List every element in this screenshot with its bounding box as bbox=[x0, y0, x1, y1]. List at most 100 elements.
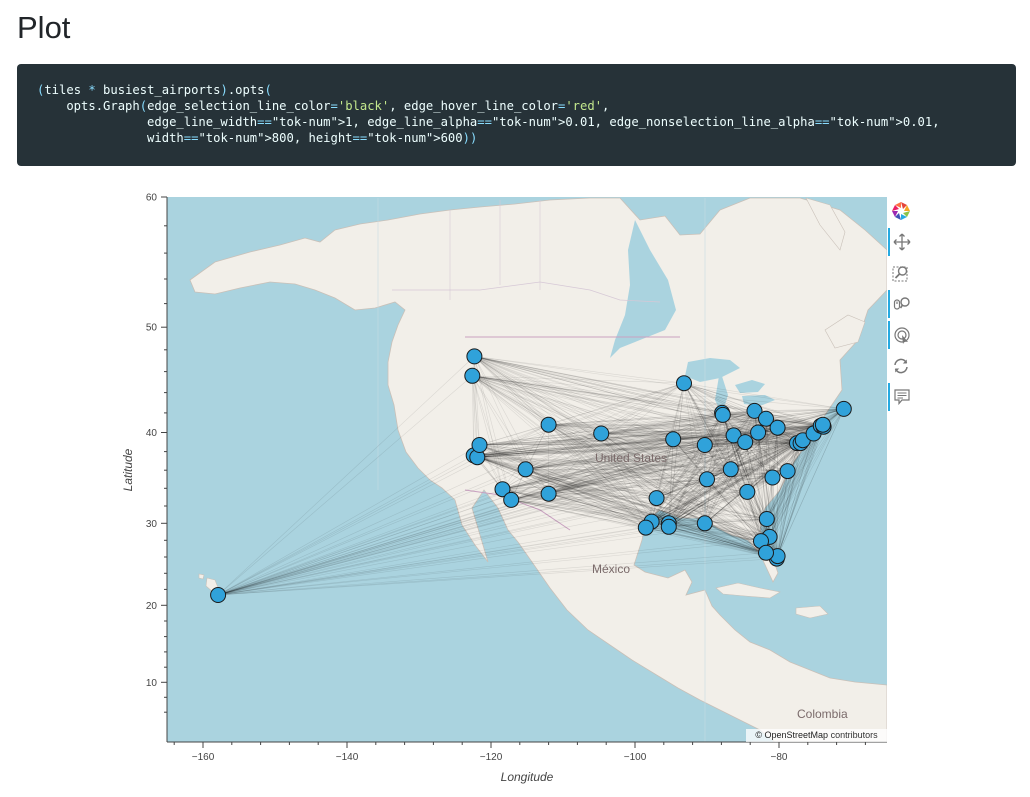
airport-node[interactable] bbox=[665, 431, 682, 448]
airport-node[interactable] bbox=[471, 437, 488, 453]
graph-edge bbox=[706, 479, 762, 542]
airport-node[interactable] bbox=[503, 491, 520, 508]
airport-node[interactable] bbox=[737, 434, 754, 451]
airport-node[interactable] bbox=[466, 348, 483, 365]
graph-edge bbox=[656, 410, 755, 499]
airport-node[interactable] bbox=[648, 490, 665, 507]
graph-edge bbox=[704, 412, 723, 524]
graph-edge bbox=[474, 356, 705, 524]
hover-tool-button[interactable] bbox=[888, 383, 914, 411]
graph-edge bbox=[645, 439, 803, 528]
airport-node[interactable] bbox=[464, 367, 481, 384]
graph-edge bbox=[706, 441, 746, 480]
graph-edge bbox=[525, 469, 767, 554]
graph-edge bbox=[673, 414, 723, 440]
airport-node[interactable] bbox=[540, 416, 557, 433]
graph-edge bbox=[656, 408, 844, 499]
airport-node[interactable] bbox=[769, 419, 786, 436]
airport-node[interactable] bbox=[764, 469, 781, 486]
graph-edge bbox=[673, 412, 723, 440]
graph-edge bbox=[548, 424, 647, 528]
graph-nodes[interactable] bbox=[210, 348, 852, 603]
graph-edge bbox=[757, 432, 768, 520]
airport-node[interactable] bbox=[210, 587, 227, 603]
graph-edge bbox=[472, 375, 503, 490]
airport-node[interactable] bbox=[779, 463, 796, 480]
wheel-zoom-tool-button[interactable] bbox=[888, 290, 914, 318]
graph-edge bbox=[548, 425, 821, 494]
x-axis-title: Longitude bbox=[501, 770, 554, 784]
airport-node[interactable] bbox=[758, 410, 774, 427]
graph-edge bbox=[474, 356, 755, 412]
graph-edge bbox=[651, 444, 706, 522]
airport-node[interactable] bbox=[676, 375, 692, 392]
graph-edge bbox=[474, 356, 652, 522]
graph-edge bbox=[668, 383, 685, 524]
graph-edge bbox=[218, 427, 778, 596]
graph-edge bbox=[747, 427, 778, 493]
airport-node[interactable] bbox=[758, 511, 775, 527]
graph-edge bbox=[474, 356, 708, 480]
airport-node[interactable] bbox=[696, 437, 713, 453]
airport-node[interactable] bbox=[835, 400, 852, 417]
bokeh-logo-button[interactable] bbox=[888, 197, 914, 225]
graph-edge bbox=[704, 523, 762, 542]
graph-edge bbox=[668, 383, 685, 527]
graph-edge bbox=[548, 424, 746, 443]
graph-edge bbox=[479, 444, 705, 524]
graph-edge bbox=[502, 426, 824, 490]
graph-edge bbox=[502, 488, 646, 528]
airport-node[interactable] bbox=[814, 416, 831, 433]
airport-node[interactable] bbox=[540, 485, 557, 502]
airport-node[interactable] bbox=[660, 518, 677, 535]
graph-edge bbox=[479, 444, 526, 470]
airport-node[interactable] bbox=[517, 461, 534, 478]
graph-edge bbox=[525, 424, 549, 470]
graph-edge bbox=[218, 499, 512, 596]
graph-edge bbox=[525, 469, 762, 542]
graph-edge bbox=[645, 441, 746, 528]
graph-edge bbox=[218, 526, 669, 596]
airport-node[interactable] bbox=[739, 483, 756, 500]
attribution-link[interactable]: OpenStreetMap bbox=[764, 730, 829, 740]
graph-edge bbox=[760, 470, 788, 542]
graph-edge bbox=[776, 443, 798, 559]
graph-edge bbox=[668, 439, 674, 524]
graph-edge bbox=[704, 439, 803, 524]
map-plot[interactable]: United States México Colombia 10 20 30 40 50… bbox=[120, 190, 920, 790]
graph-edge bbox=[502, 442, 798, 490]
airport-node[interactable] bbox=[714, 406, 731, 423]
airport-node[interactable] bbox=[593, 425, 610, 442]
airport-node[interactable] bbox=[494, 481, 511, 498]
graph-edge bbox=[548, 424, 652, 522]
graph-edge bbox=[704, 441, 746, 524]
graph-edge bbox=[525, 469, 778, 557]
airport-node[interactable] bbox=[746, 402, 763, 419]
graph-edge bbox=[218, 435, 734, 596]
airport-node[interactable] bbox=[750, 424, 767, 441]
graph-edge bbox=[218, 442, 798, 596]
map-figure[interactable]: United States México Colombia 10 20 30 40 50… bbox=[120, 190, 920, 790]
graph-edge bbox=[472, 375, 549, 494]
y-axis-ticks: 10 20 30 40 50 60 bbox=[146, 193, 167, 713]
y-tick-label: 10 bbox=[146, 678, 158, 689]
graph-edge bbox=[683, 383, 762, 542]
graph-edge bbox=[601, 433, 788, 472]
airport-node[interactable] bbox=[758, 544, 774, 561]
graph-edge bbox=[548, 424, 669, 524]
graph-edge bbox=[474, 356, 814, 434]
graph-edge bbox=[473, 382, 685, 456]
airport-node[interactable] bbox=[637, 519, 654, 536]
pan-tool-button[interactable] bbox=[888, 228, 914, 256]
graph-edge bbox=[473, 455, 652, 522]
graph-edge bbox=[472, 375, 759, 433]
graph-edge bbox=[548, 424, 814, 434]
graph-edge bbox=[600, 433, 670, 527]
airport-node[interactable] bbox=[696, 515, 713, 532]
tap-tool-button[interactable] bbox=[888, 321, 914, 349]
reset-tool-button[interactable] bbox=[888, 352, 914, 380]
box-zoom-tool-button[interactable] bbox=[888, 259, 914, 287]
airport-node[interactable] bbox=[722, 461, 739, 478]
graph-edge bbox=[479, 444, 767, 520]
airport-node[interactable] bbox=[699, 471, 715, 488]
